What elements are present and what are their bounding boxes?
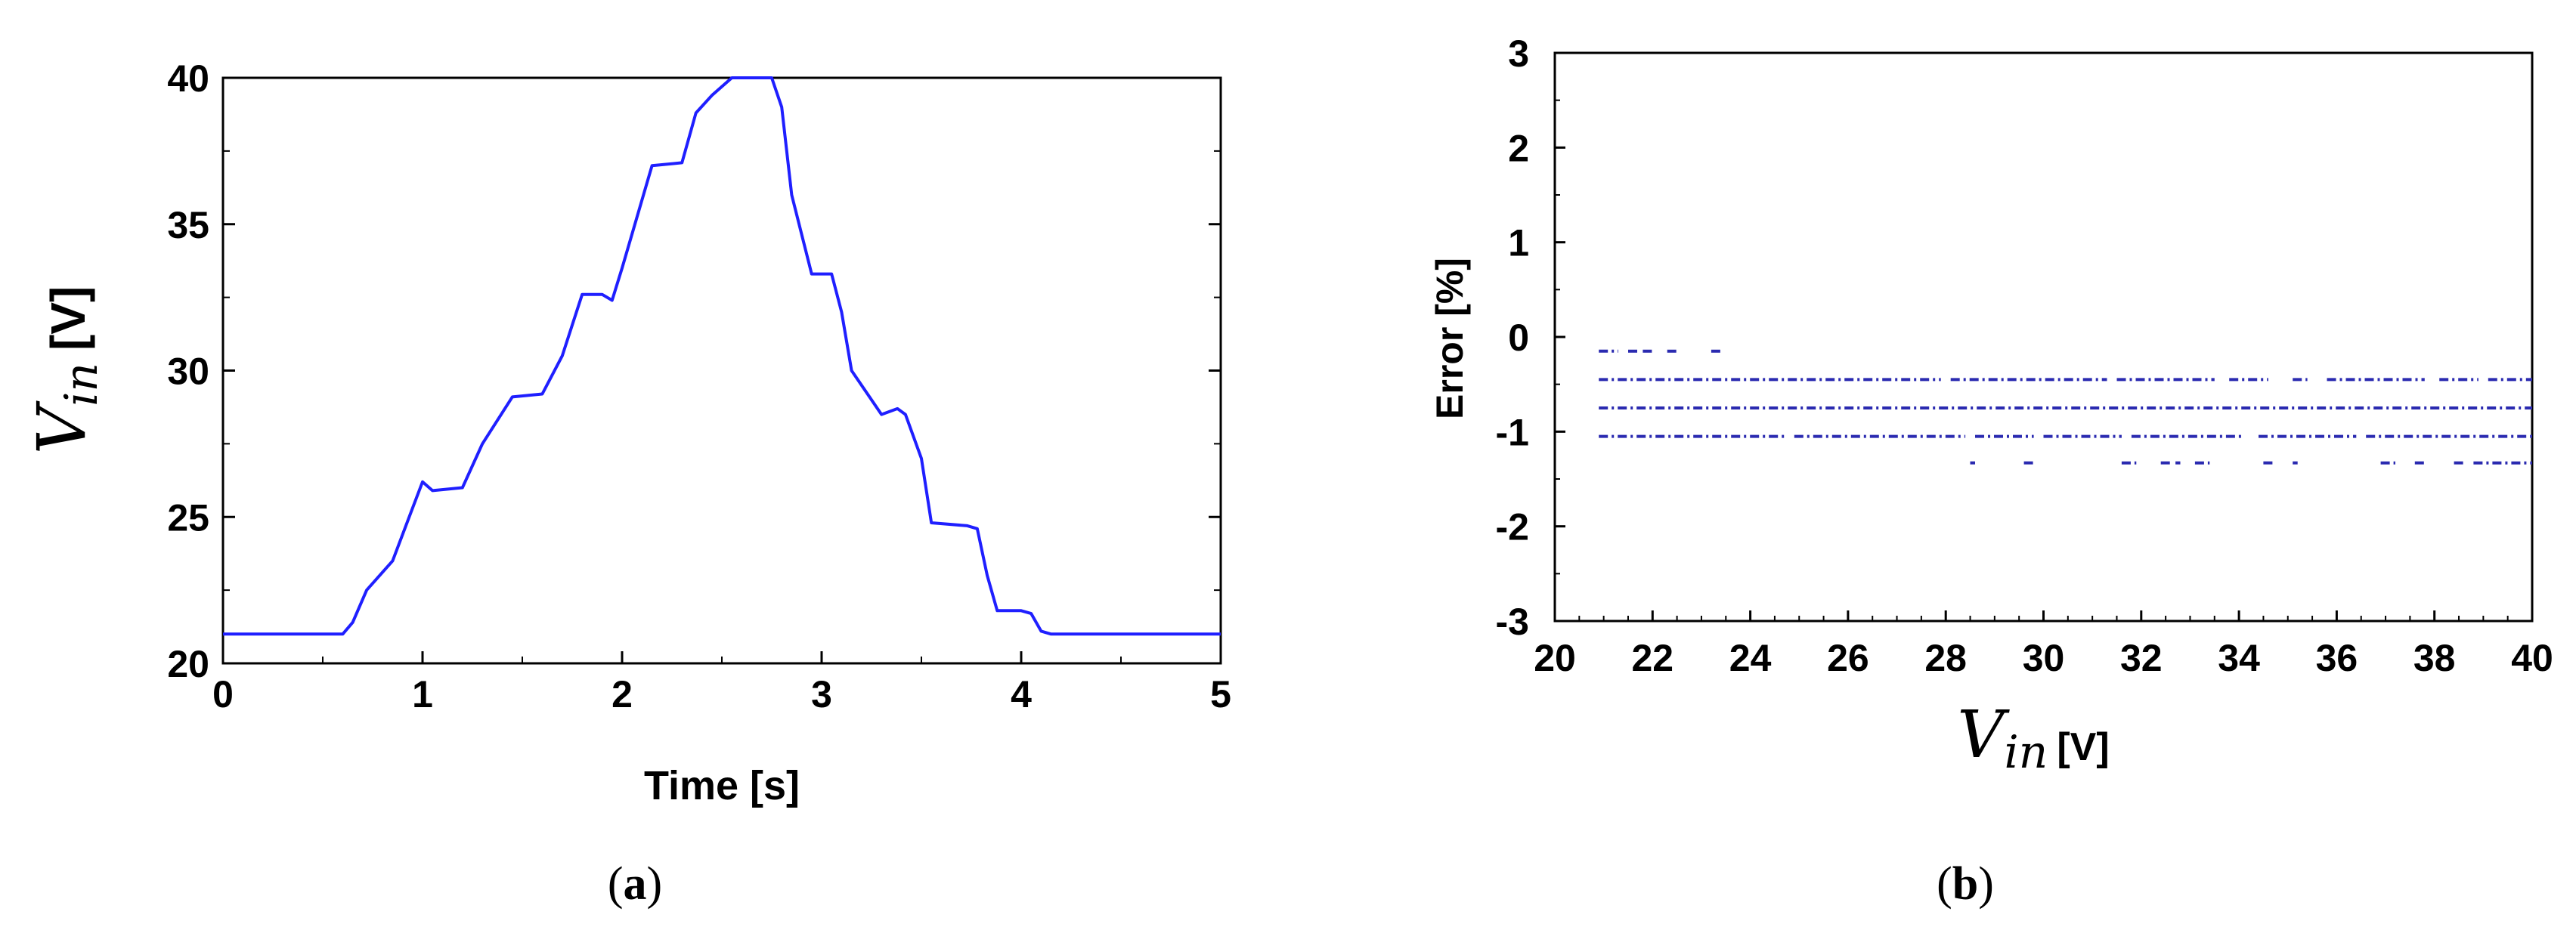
panel-b-x-tick-label: 36 (2316, 637, 2358, 679)
panel-b-ticks (1553, 51, 2534, 623)
panel-b-xlabel-unit: [V] (2057, 725, 2109, 769)
panel-b-y-tick-label: -3 (1496, 601, 1529, 643)
svg-text:Vin[V]: Vin[V] (1957, 697, 2109, 779)
panel-b-y-tick-label: 3 (1508, 32, 1529, 75)
panel-a-ylabel-symbol: V (23, 400, 101, 454)
panel-a-y-tick-label: 30 (167, 351, 209, 393)
panel-b-y-tick-label: 1 (1508, 222, 1529, 264)
panel-b-x-tick-label: 40 (2511, 637, 2553, 679)
panel-b-y-tick-label: -1 (1496, 411, 1529, 453)
panel-a-caption: (a) (608, 858, 662, 910)
panel-a-ticks (221, 76, 1222, 665)
panel-a-x-tick-label: 0 (212, 673, 234, 715)
panel-a-y-tick-label: 25 (167, 496, 209, 539)
panel-b-x-tick-label: 30 (2023, 637, 2065, 679)
panel-a-ylabel-unit: [V] (41, 286, 95, 351)
panel-b-x-tick-label: 34 (2218, 637, 2260, 679)
panel-b-series (1599, 349, 2532, 465)
panel-b-caption: (b) (1937, 858, 1994, 910)
panel-a-ylabel: Vin [V] (23, 286, 108, 455)
panel-b-plot-frame (1553, 51, 2534, 623)
panel-a-ylabel-subscript: in (55, 363, 108, 406)
panel-b-xlabel-subscript: in (2004, 726, 2048, 779)
panel-a-y-tick-label: 20 (167, 643, 209, 685)
panel-a-x-tick-label: 5 (1210, 673, 1231, 715)
panel-b-ylabel: Error [%] (1429, 258, 1471, 419)
panel-a-xlabel: Time [s] (644, 763, 800, 808)
panel-b-y-tick-label: -2 (1496, 506, 1529, 548)
svg-text:Vin[V]: Vin [V] (23, 286, 108, 455)
panel-b-x-tick-label: 22 (1631, 637, 1673, 679)
panel-a-y-tick-label: 35 (167, 204, 209, 246)
panel-b-x-tick-label: 28 (1924, 637, 1967, 679)
panel-a-x-tick-label: 1 (412, 673, 433, 715)
panel-a-y-tick-label: 40 (167, 57, 209, 100)
panel-a-x-tick-label: 3 (811, 673, 832, 715)
panel-a-series-line (223, 76, 1221, 636)
panel-a-x-tick-label: 4 (1011, 673, 1032, 715)
panel-b-x-tick-label: 32 (2120, 637, 2163, 679)
panel-b-xlabel: Vin [V] (1957, 697, 2109, 779)
panel-a-tick-labels: 0 1 2 3 4 5 20 25 30 35 40 (167, 57, 1231, 715)
panel-b-y-tick-label: 2 (1508, 127, 1529, 169)
panel-a-chart: 0 1 2 3 4 5 20 25 30 35 40 Time [s] Vin [V] (a) (23, 57, 1231, 910)
panel-b-xlabel-symbol: V (1957, 697, 2010, 773)
panel-b-x-tick-label: 24 (1729, 637, 1772, 679)
panel-b-y-tick-label: 0 (1508, 317, 1529, 359)
panel-b-x-tick-label: 26 (1827, 637, 1869, 679)
panel-b-x-tick-label: 20 (1534, 637, 1576, 679)
panel-a-plot-frame (221, 76, 1222, 665)
panel-a-x-tick-label: 2 (611, 673, 633, 715)
panel-b-x-tick-label: 38 (2413, 637, 2456, 679)
